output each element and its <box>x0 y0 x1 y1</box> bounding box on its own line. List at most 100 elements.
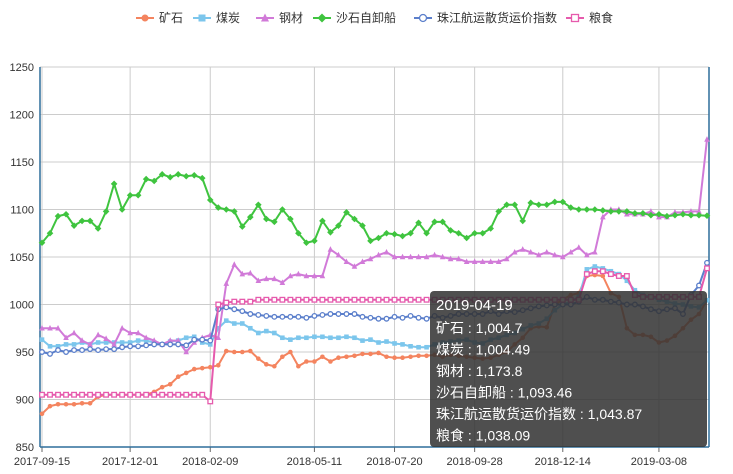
data-point <box>383 248 390 255</box>
data-point <box>110 180 118 188</box>
data-point <box>351 311 358 317</box>
data-point <box>543 248 550 255</box>
data-point <box>631 210 639 217</box>
data-point <box>304 335 309 341</box>
data-point <box>71 347 77 354</box>
data-point <box>584 267 590 272</box>
data-point <box>295 229 302 237</box>
legend-item[interactable]: 沙石自卸船 <box>313 10 396 25</box>
data-point <box>70 222 78 229</box>
data-point <box>423 315 430 322</box>
data-point <box>319 272 326 279</box>
data-point <box>287 272 294 279</box>
data-point <box>383 229 390 237</box>
legend-marker <box>418 13 428 23</box>
data-point <box>103 340 109 345</box>
data-point <box>119 324 125 331</box>
data-point <box>368 351 373 357</box>
data-point <box>183 370 189 376</box>
data-point <box>599 268 606 275</box>
data-point <box>223 318 229 323</box>
data-point <box>559 253 566 260</box>
data-point <box>600 213 606 220</box>
data-point <box>415 296 422 303</box>
data-point <box>671 211 679 219</box>
data-point <box>288 337 293 342</box>
data-point <box>55 401 61 407</box>
data-point <box>103 335 109 341</box>
data-point <box>119 391 126 398</box>
data-point <box>71 391 77 398</box>
data-point <box>151 391 158 398</box>
data-point <box>343 258 350 265</box>
data-point <box>392 355 397 361</box>
data-point <box>360 338 365 343</box>
data-point <box>632 287 638 293</box>
data-point <box>87 391 94 398</box>
data-point <box>215 301 222 308</box>
data-point <box>535 251 542 258</box>
legend-item[interactable]: 矿石 <box>136 11 183 25</box>
data-point <box>543 201 551 209</box>
data-point <box>280 335 285 341</box>
data-point <box>359 258 366 265</box>
data-point <box>576 244 582 250</box>
data-point <box>159 384 165 390</box>
legend-item[interactable]: 珠江航运散货运价指数 <box>414 10 557 25</box>
legend-marker <box>317 13 327 23</box>
data-point <box>687 211 695 219</box>
data-point <box>175 341 182 348</box>
data-point <box>703 212 711 220</box>
data-point <box>351 263 358 269</box>
data-point <box>624 278 630 284</box>
tooltip-row: 矿石 : 1,004.7 <box>436 320 523 336</box>
data-point <box>311 237 318 245</box>
data-point <box>648 208 654 214</box>
legend-item[interactable]: 钢材 <box>256 11 303 25</box>
data-point <box>199 365 205 371</box>
data-point <box>424 344 429 350</box>
data-point <box>600 273 606 279</box>
data-point <box>159 391 166 398</box>
data-point <box>343 311 350 317</box>
series-3 <box>38 171 711 247</box>
data-point <box>135 338 141 343</box>
data-point <box>359 313 366 320</box>
data-point <box>271 275 278 282</box>
x-tick-label: 2018-09-28 <box>447 456 503 468</box>
data-point <box>78 217 86 225</box>
data-point <box>159 341 166 348</box>
data-point <box>511 201 519 209</box>
legend-label: 钢材 <box>279 11 303 25</box>
legend-label: 煤炭 <box>216 11 240 25</box>
legend-item[interactable]: 粮食 <box>566 10 613 25</box>
data-point <box>94 225 102 232</box>
data-point <box>263 296 270 303</box>
data-point <box>384 339 389 344</box>
legend[interactable]: 矿石 煤炭 钢材 沙石自卸船 珠江航运散货运价指数 粮食 <box>136 10 613 25</box>
data-point <box>231 321 237 326</box>
legend-item[interactable]: 煤炭 <box>193 11 240 25</box>
data-point <box>607 208 615 215</box>
data-point <box>375 234 382 242</box>
data-point <box>688 208 694 214</box>
data-point <box>118 206 126 213</box>
data-point <box>296 363 301 369</box>
data-point <box>335 222 342 229</box>
data-point <box>263 275 270 282</box>
data-point <box>135 343 142 350</box>
data-point <box>287 215 294 223</box>
data-point <box>255 296 262 303</box>
data-point <box>263 312 270 319</box>
data-point <box>239 223 246 230</box>
data-point <box>86 217 94 225</box>
data-point <box>247 269 254 276</box>
data-point <box>46 229 54 237</box>
data-point <box>303 314 310 321</box>
data-point <box>103 346 110 353</box>
legend-label: 粮食 <box>589 10 613 25</box>
legend-marker <box>570 13 580 23</box>
data-point <box>95 347 102 354</box>
data-point <box>287 296 294 303</box>
